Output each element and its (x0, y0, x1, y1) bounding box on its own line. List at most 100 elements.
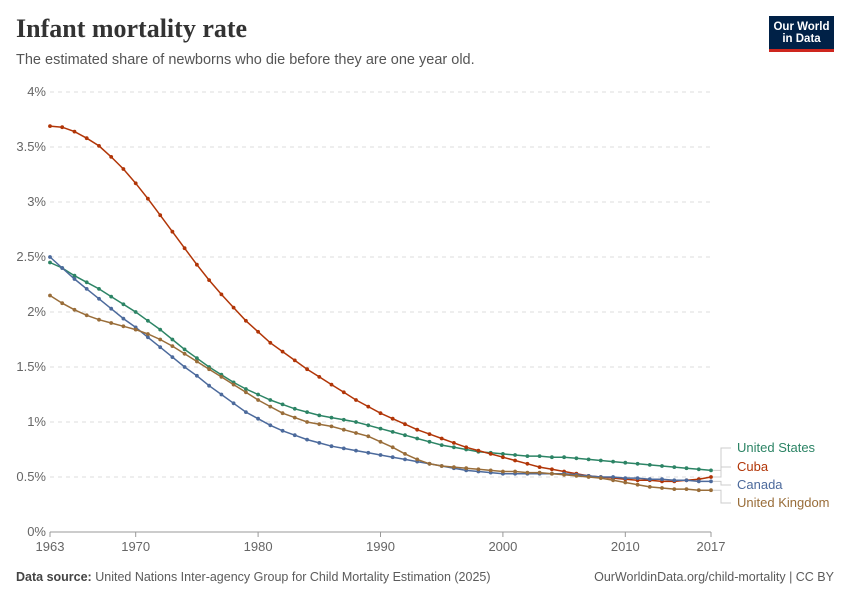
chart-subtitle: The estimated share of newborns who die … (16, 52, 475, 68)
owid-logo[interactable]: Our World in Data (769, 16, 834, 52)
data-point (121, 167, 126, 171)
data-point (537, 470, 542, 475)
data-point (672, 478, 677, 483)
data-point (329, 382, 334, 387)
data-point (158, 213, 163, 218)
data-point (256, 416, 260, 421)
data-point (562, 472, 566, 477)
y-tick-label: 1.5% (16, 359, 46, 374)
data-point (635, 482, 640, 487)
series-label-connector (713, 447, 731, 471)
data-point (231, 401, 236, 406)
data-point (439, 443, 444, 447)
x-tick-label: 1970 (121, 539, 150, 554)
data-point (133, 327, 138, 332)
data-point (195, 262, 199, 267)
y-tick-label: 1% (27, 414, 46, 429)
data-point (109, 306, 114, 311)
data-point (366, 404, 371, 409)
data-point (464, 445, 469, 450)
data-point (256, 329, 260, 334)
data-point (121, 324, 126, 329)
data-point (182, 246, 187, 251)
data-point (48, 293, 52, 298)
data-point (537, 465, 542, 469)
x-tick-label: 2000 (488, 539, 517, 554)
y-tick-label: 2.5% (16, 249, 46, 264)
data-point (109, 294, 114, 299)
data-point (244, 410, 248, 414)
source-link[interactable]: OurWorldinData.org/child-mortality | CC … (594, 570, 834, 584)
data-point (341, 427, 346, 432)
data-point (709, 488, 713, 493)
data-point (684, 466, 689, 471)
data-source-label: Data source: (16, 570, 92, 584)
data-point (488, 468, 493, 473)
data-point (109, 321, 114, 325)
data-point (317, 413, 322, 418)
data-point (317, 441, 322, 445)
data-point (133, 181, 138, 186)
data-point (60, 301, 65, 306)
data-point (378, 411, 383, 416)
data-point (660, 486, 664, 490)
data-point (488, 452, 493, 456)
data-point (84, 136, 89, 141)
data-point (366, 423, 371, 428)
line-chart: 0% 0.5% 1% 1.5% 2% 2.5% 3% 3.5% 4% 1963 1970 1980 19… (16, 84, 830, 554)
data-point (452, 465, 456, 469)
data-point (268, 340, 273, 345)
data-point (341, 390, 346, 395)
data-point (268, 404, 273, 409)
data-point (280, 349, 285, 354)
data-point (292, 358, 297, 363)
data-point (390, 430, 395, 434)
series-label: Cuba (737, 459, 769, 474)
series-label-connector (713, 480, 731, 486)
data-point (341, 446, 346, 451)
data-point (195, 359, 199, 364)
data-point (366, 450, 371, 455)
data-point (256, 398, 260, 402)
series-line (49, 261, 712, 472)
data-point (452, 445, 456, 450)
data-point (72, 307, 77, 312)
data-point (195, 373, 199, 378)
data-point (390, 416, 395, 421)
series-label-connector (713, 489, 731, 504)
data-point (672, 465, 677, 469)
data-point (598, 458, 603, 463)
data-point (146, 196, 150, 201)
data-point (268, 423, 273, 428)
data-source: Data source: United Nations Inter-agency… (16, 570, 491, 584)
data-point (501, 455, 505, 460)
data-point (244, 390, 248, 395)
data-point (48, 124, 52, 128)
data-point (158, 327, 163, 332)
data-point (476, 467, 481, 472)
series-label: United Kingdom (737, 495, 830, 510)
data-point (476, 448, 481, 453)
data-point (550, 467, 554, 472)
data-point (292, 415, 297, 420)
data-point (513, 469, 517, 474)
data-source-text: United Nations Inter-agency Group for Ch… (95, 570, 491, 584)
data-point (647, 477, 652, 482)
data-point (305, 410, 309, 414)
data-point (133, 310, 138, 314)
data-point (354, 448, 358, 453)
data-point (366, 434, 371, 439)
data-point (219, 392, 224, 397)
data-point (97, 317, 101, 322)
data-point (354, 420, 358, 424)
data-point (317, 375, 322, 379)
data-point (660, 477, 664, 482)
series-line (49, 256, 711, 483)
data-point (378, 453, 383, 457)
data-point (305, 420, 309, 424)
data-point (146, 332, 150, 336)
data-point (586, 475, 591, 479)
data-point (158, 345, 163, 350)
data-point (525, 454, 530, 458)
data-point (182, 347, 187, 352)
